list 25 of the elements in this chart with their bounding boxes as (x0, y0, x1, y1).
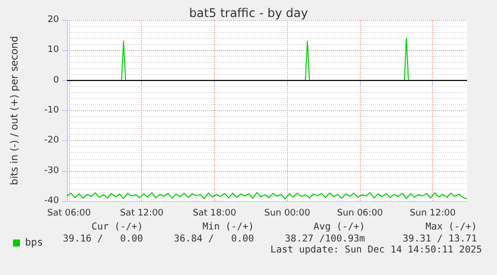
y-tick-label: -20 (44, 136, 60, 146)
y-tick-label: -10 (44, 106, 60, 116)
x-tick-label: Sun 06:00 (336, 208, 384, 218)
y-tick-label: -40 (44, 196, 60, 206)
text: 36.84 / 0.00 (174, 234, 254, 244)
text: Cur (-/+) (92, 222, 143, 232)
text: 38.27 /100.93m (284, 234, 366, 244)
y-tick-label: 0 (53, 75, 60, 86)
x-tick-label: Sun 00:00 (264, 208, 310, 218)
x-tick-label: Sun 12:00 (410, 208, 456, 218)
text: Last update: Sun Dec 14 14:50:11 2025 (270, 244, 482, 256)
text: 39.31 / 13.71 (402, 234, 478, 244)
y-tick-label: -30 (44, 166, 60, 176)
text: 39.16 / 0.00 (62, 234, 144, 244)
text: Avg (-/+) (314, 222, 365, 232)
text: Max (-/+) (426, 222, 477, 232)
y-axis-title: bits in (-) / out (+) per second (10, 36, 20, 186)
chart-title: bat5 traffic - by day (189, 6, 308, 20)
x-tick-label: Sat 18:00 (192, 208, 237, 218)
y-tick-label: 10 (48, 45, 60, 56)
text: Min (-/+) (202, 222, 254, 232)
x-tick-label: Sat 12:00 (120, 208, 164, 218)
x-tick-label: Sat 06:00 (47, 208, 92, 218)
y-tick-label: 20 (48, 15, 60, 25)
legend-label: bps (25, 238, 44, 248)
